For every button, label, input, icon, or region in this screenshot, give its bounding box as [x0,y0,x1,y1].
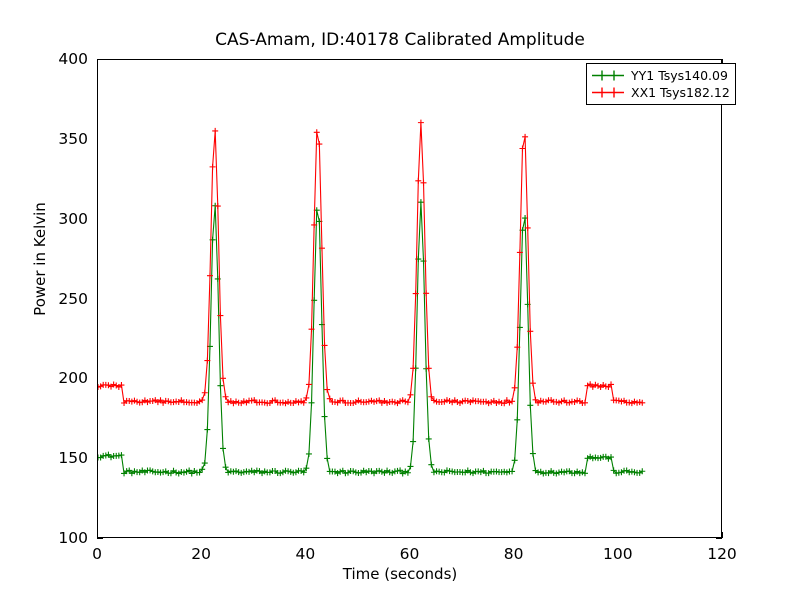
y-tick-label: 150 [58,449,88,468]
data-series-canvas [98,119,646,477]
series-markers [98,119,646,407]
legend-line-marker-icon [592,70,624,81]
legend-label: YY1 Tsys140.09 [631,68,728,83]
x-tick-label: 40 [295,545,316,563]
y-tick-label: 250 [58,289,88,308]
x-tick-mark [722,532,724,538]
legend-line-marker-icon [592,87,624,98]
legend-box: YY1 Tsys140.09 XX1 Tsys182.12 [586,63,736,105]
y-axis-label: Power in Kelvin [31,202,49,316]
y-tick-label: 350 [58,129,88,148]
x-tick-label: 100 [603,545,633,563]
x-tick-label: 60 [399,545,420,563]
x-tick-mark [722,59,724,65]
x-axis-label: Time (seconds) [342,565,458,583]
series-group [98,119,646,477]
legend-item: YY1 Tsys140.09 [591,67,730,84]
series-markers [98,199,646,477]
plot-area [97,59,722,538]
y-tick-mark [716,538,722,540]
legend-label: XX1 Tsys182.12 [631,85,730,100]
x-tick-label: 80 [503,545,524,563]
x-tick-label: 0 [92,545,102,563]
series-yy1 [98,199,646,477]
x-tick-label: 120 [707,545,737,563]
y-tick-label: 100 [58,529,88,547]
series-line [98,122,643,405]
series-xx1 [98,119,646,407]
x-tick-label: 20 [191,545,212,563]
chart-title: CAS-Amam, ID:40178 Calibrated Amplitude [215,30,585,50]
y-tick-label: 400 [58,50,88,68]
series-line [98,202,643,475]
legend-item: XX1 Tsys182.12 [591,84,730,101]
y-tick-label: 300 [58,209,88,228]
y-tick-label: 200 [58,369,88,388]
y-tick-mark [97,538,103,540]
